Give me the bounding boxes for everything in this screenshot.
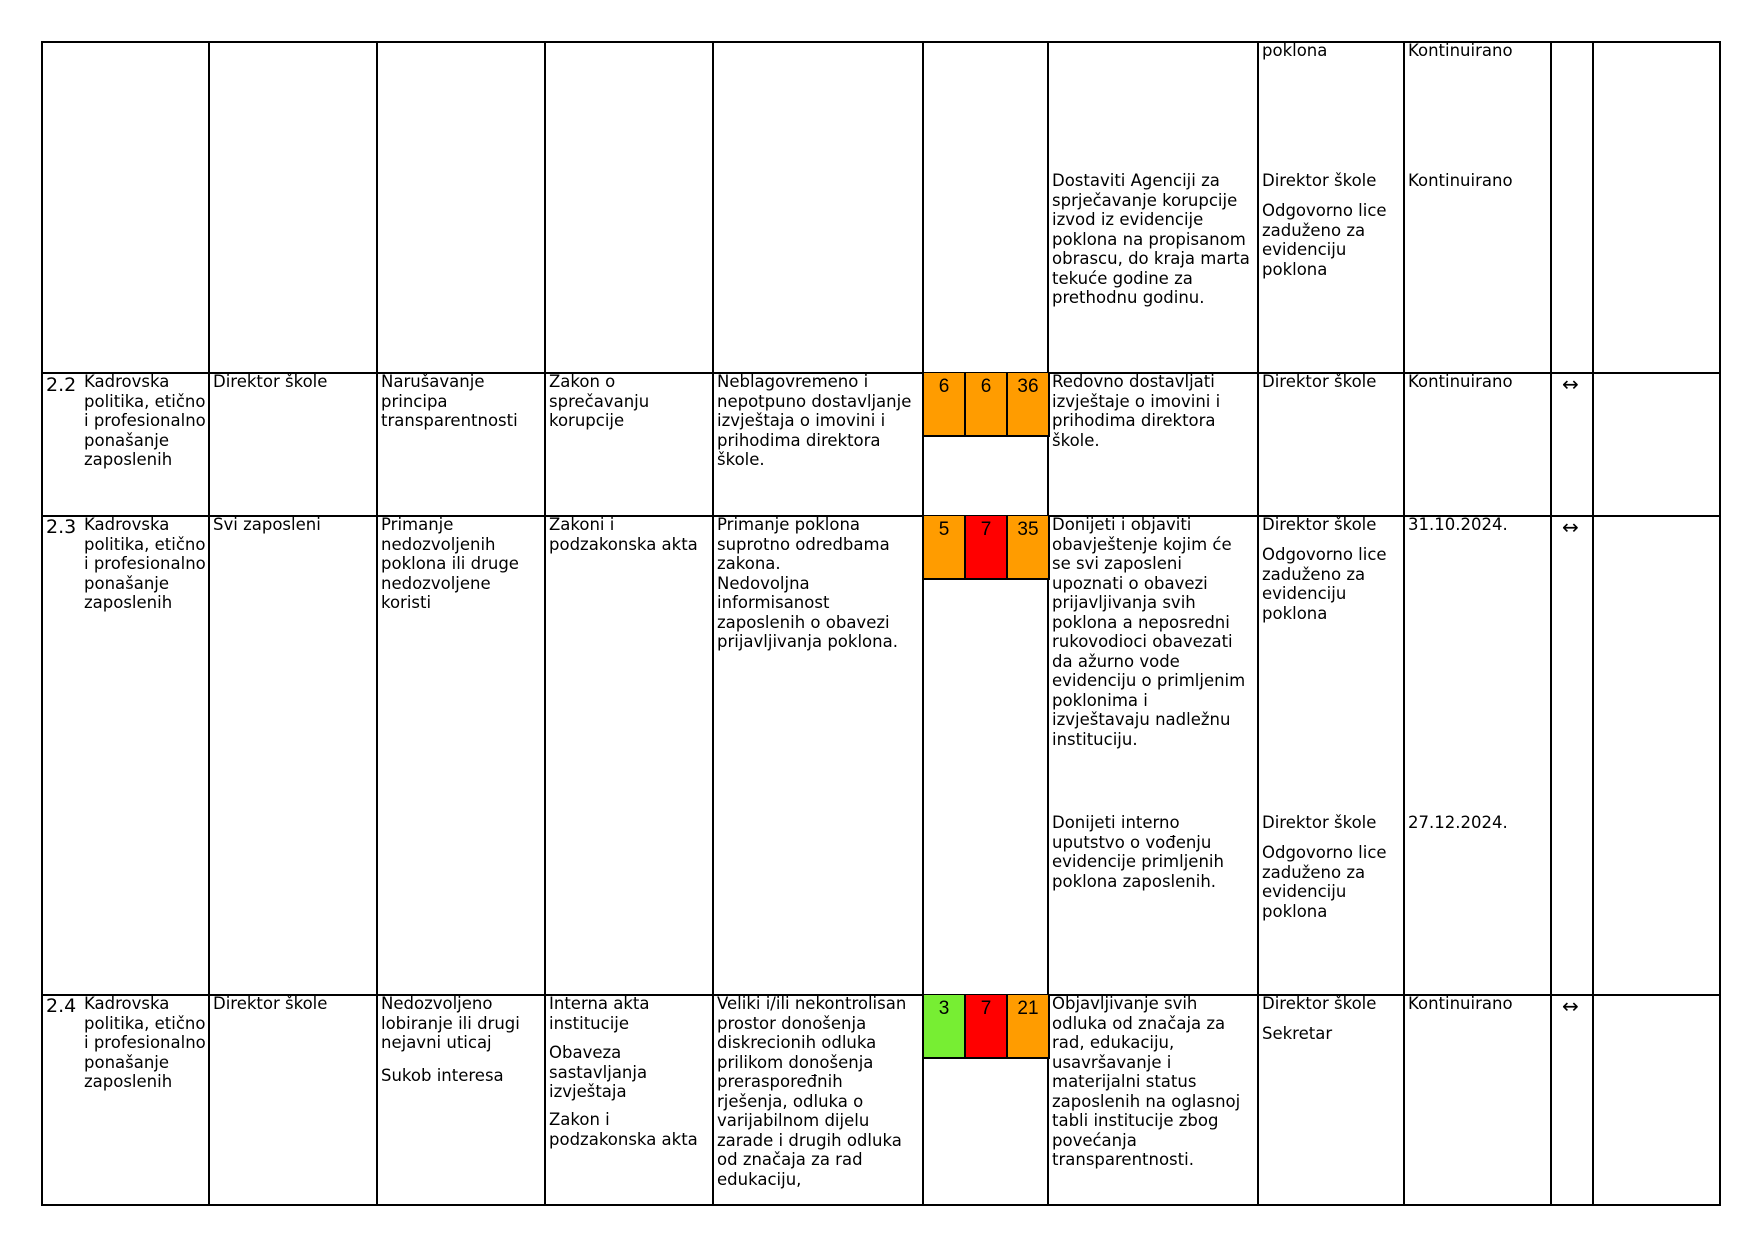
responsible-cell: Odgovorno lice zaduženo za evidenciju po…: [1262, 201, 1387, 279]
area-cell: Kadrovska politika, etično i profesional…: [84, 994, 206, 1091]
cause-cell: Neblagovremeno i nepotpuno dostavljanje …: [717, 372, 912, 469]
responsible-cell: Sekretar: [1262, 1024, 1333, 1043]
measure-cell: Redovno dostavljati izvještaje o imovini…: [1052, 372, 1221, 450]
responsible-cell: Odgovorno lice zaduženo za evidenciju po…: [1262, 843, 1387, 921]
deadline-cell: Kontinuirano: [1408, 41, 1513, 60]
subject-cell: Svi zaposleni: [213, 515, 321, 534]
legal-basis-cell: Obaveza sastavljanja izvještaja: [549, 1043, 648, 1101]
column-divider: [1592, 41, 1594, 1206]
deadline-cell: Kontinuirano: [1408, 372, 1513, 391]
probability-score: 3: [924, 995, 966, 1059]
table-border-bottom: [41, 1204, 1721, 1206]
row-number: 2.2: [46, 374, 77, 396]
risk-level-score: 21: [1008, 995, 1050, 1059]
trend-arrow-icon: ↔: [1562, 994, 1579, 1018]
measure-cell: Donijeti interno uputstvo o vođenju evid…: [1052, 813, 1224, 891]
column-divider: [922, 41, 924, 1206]
subject-cell: Direktor škole: [213, 994, 328, 1013]
measure-cell: Donijeti i objaviti obavještenje kojim ć…: [1052, 515, 1246, 749]
row-number: 2.3: [46, 516, 77, 538]
column-divider: [544, 41, 546, 1206]
legal-basis-cell: Zakoni i podzakonska akta: [549, 515, 698, 554]
measure-cell: Objavljivanje svih odluka od značaja za …: [1052, 994, 1241, 1169]
cause-cell: Primanje poklona suprotno odredbama zako…: [717, 515, 898, 651]
probability-score: 5: [924, 516, 966, 580]
area-cell: Kadrovska politika, etično i profesional…: [84, 515, 206, 612]
column-divider: [1257, 41, 1259, 1206]
row-divider: [41, 372, 1721, 374]
table-border-right: [1719, 41, 1721, 1206]
impact-score: 7: [966, 995, 1008, 1059]
column-divider: [1047, 41, 1049, 1206]
measure-cell: Dostaviti Agenciji za sprječavanje korup…: [1052, 171, 1250, 307]
deadline-cell: 31.10.2024.: [1408, 515, 1508, 534]
trend-arrow-icon: ↔: [1562, 372, 1579, 396]
responsible-cell: Direktor škole: [1262, 515, 1377, 534]
column-divider: [1550, 41, 1552, 1206]
risk-name-cell: Nedozvoljeno lobiranje ili drugi nejavni…: [381, 994, 520, 1052]
legal-basis-cell: Zakon o sprečavanju korupcije: [549, 372, 650, 430]
row-number: 2.4: [46, 995, 77, 1017]
risk-name-cell: Primanje nedozvoljenih poklona ili druge…: [381, 515, 519, 612]
row-divider: [41, 994, 1721, 996]
subject-cell: Direktor škole: [213, 372, 328, 391]
row-divider: [41, 515, 1721, 517]
probability-score: 6: [924, 373, 966, 437]
risk-name-cell: Narušavanje principa transparentnosti: [381, 372, 518, 430]
risk-score-group: 5 7 35: [924, 516, 1050, 582]
area-cell: Kadrovska politika, etično i profesional…: [84, 372, 206, 469]
responsible-cell: Odgovorno lice zaduženo za evidenciju po…: [1262, 545, 1387, 623]
column-divider: [208, 41, 210, 1206]
risk-level-score: 35: [1008, 516, 1050, 580]
risk-score-group: 6 6 36: [924, 373, 1050, 439]
impact-score: 7: [966, 516, 1008, 580]
impact-score: 6: [966, 373, 1008, 437]
cause-cell: Veliki i/ili nekontrolisan prostor donoš…: [717, 994, 907, 1189]
column-divider: [1403, 41, 1405, 1206]
deadline-cell: Kontinuirano: [1408, 994, 1513, 1013]
table-border-left: [41, 41, 43, 1206]
deadline-cell: 27.12.2024.: [1408, 813, 1508, 832]
trend-arrow-icon: ↔: [1562, 515, 1579, 539]
column-divider: [376, 41, 378, 1206]
legal-basis-cell: Zakon i podzakonska akta: [549, 1110, 698, 1149]
column-divider: [712, 41, 714, 1206]
risk-score-group: 3 7 21: [924, 995, 1050, 1061]
risk-level-score: 36: [1008, 373, 1050, 437]
responsible-cell: Direktor škole: [1262, 813, 1377, 832]
responsible-cell: poklona: [1262, 41, 1328, 60]
risk-name-cell: Sukob interesa: [381, 1066, 504, 1085]
table-border-top: [41, 41, 1721, 43]
deadline-cell: Kontinuirano: [1408, 171, 1513, 190]
legal-basis-cell: Interna akta institucije: [549, 994, 650, 1033]
responsible-cell: Direktor škole: [1262, 171, 1377, 190]
responsible-cell: Direktor škole: [1262, 994, 1377, 1013]
responsible-cell: Direktor škole: [1262, 372, 1377, 391]
